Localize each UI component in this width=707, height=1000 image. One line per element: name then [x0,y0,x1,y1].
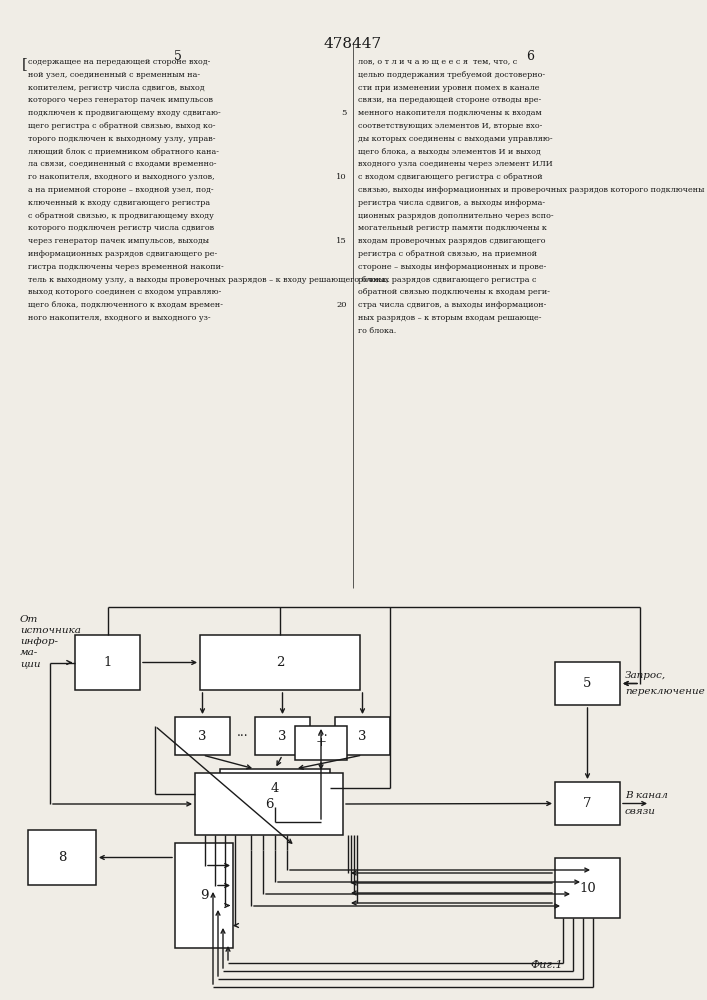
Text: 9: 9 [200,889,209,902]
Text: 5: 5 [174,50,182,63]
Text: 3: 3 [358,730,367,742]
Text: которого подключен регистр числа сдвигов: которого подключен регистр числа сдвигов [28,224,214,232]
Text: входного узла соединены через элемент ИЛИ: входного узла соединены через элемент ИЛ… [358,160,553,168]
Text: обратной связью подключены к входам реги-: обратной связью подключены к входам реги… [358,288,550,296]
Text: соответствующих элементов И, вторые вхо-: соответствующих элементов И, вторые вхо- [358,122,542,130]
Text: 478447: 478447 [324,37,382,51]
Bar [175,717,230,755]
Text: содержащее на передающей стороне вход-: содержащее на передающей стороне вход- [28,58,211,66]
Text: 20: 20 [337,301,347,309]
Text: Фиг.1: Фиг.1 [530,960,563,970]
Text: копителем, регистр числа сдвигов, выход: копителем, регистр числа сдвигов, выход [28,84,204,92]
Text: 2: 2 [276,656,284,669]
Text: щего блока, подключенного к входам времен-: щего блока, подключенного к входам време… [28,301,223,309]
Text: стра числа сдвигов, а выходы информацион-: стра числа сдвигов, а выходы информацион… [358,301,547,309]
Text: с входом сдвигающего регистра с обратной: с входом сдвигающего регистра с обратной [358,173,543,181]
Text: го блока.: го блока. [358,327,396,335]
Bar [295,726,347,760]
Bar [555,858,620,918]
Bar [255,717,310,755]
Text: лов, о т л и ч а ю щ е е с я  тем, что, с: лов, о т л и ч а ю щ е е с я тем, что, с [358,58,518,66]
Text: которого через генератор пачек импульсов: которого через генератор пачек импульсов [28,96,213,104]
Text: +: + [315,736,327,750]
Text: 5: 5 [583,677,592,690]
Text: 6: 6 [526,50,534,63]
Text: могательный регистр памяти подключены к: могательный регистр памяти подключены к [358,224,547,232]
Bar [220,769,330,807]
Bar [195,773,343,835]
Text: 5: 5 [341,109,347,117]
Text: регистра числа сдвигов, а выходы информа-: регистра числа сдвигов, а выходы информа… [358,199,545,207]
Text: 15: 15 [337,237,347,245]
Text: связи, на передающей стороне отводы вре-: связи, на передающей стороне отводы вре- [358,96,542,104]
Text: связи: связи [625,808,656,816]
Text: щего блока, а выходы элементов И и выход: щего блока, а выходы элементов И и выход [358,148,541,156]
Bar [335,717,390,755]
Text: ···: ··· [237,730,248,742]
Text: подключен к продвигающему входу сдвигаю-: подключен к продвигающему входу сдвигаю- [28,109,221,117]
Text: переключение: переключение [625,688,705,696]
Text: сти при изменении уровня помех в канале: сти при изменении уровня помех в канале [358,84,539,92]
Text: торого подключен к выходному узлу, управ-: торого подключен к выходному узлу, управ… [28,135,216,143]
Text: через генератор пачек импульсов, выходы: через генератор пачек импульсов, выходы [28,237,209,245]
Text: а на приемной стороне – входной узел, под-: а на приемной стороне – входной узел, по… [28,186,214,194]
Text: 3: 3 [198,730,206,742]
Text: В канал: В канал [625,790,668,800]
Text: 3: 3 [279,730,287,742]
Text: входам проверочных разрядов сдвигающего: входам проверочных разрядов сдвигающего [358,237,546,245]
Text: информационных разрядов сдвигающего ре-: информационных разрядов сдвигающего ре- [28,250,217,258]
Bar [555,782,620,825]
Bar [75,635,140,690]
Text: 8: 8 [58,851,66,864]
Text: 1: 1 [103,656,112,669]
Text: ной узел, соединенный с временным на-: ной узел, соединенный с временным на- [28,71,200,79]
Text: 10: 10 [337,173,347,181]
Text: ного накопителя, входного и выходного уз-: ного накопителя, входного и выходного уз… [28,314,211,322]
Bar [175,843,233,948]
Text: го накопителя, входного и выходного узлов,: го накопителя, входного и выходного узло… [28,173,215,181]
Text: ключенный к входу сдвигающего регистра: ключенный к входу сдвигающего регистра [28,199,210,207]
Text: менного накопителя подключены к входам: менного накопителя подключены к входам [358,109,542,117]
Text: ···: ··· [317,730,328,742]
Text: целью поддержания требуемой достоверно-: целью поддержания требуемой достоверно- [358,71,545,79]
Bar [28,830,96,885]
Text: ных разрядов – к вторым входам решающе-: ных разрядов – к вторым входам решающе- [358,314,542,322]
Text: связью, выходы информационных и проверочных разрядов которого подключены к входа: связью, выходы информационных и провероч… [358,186,707,194]
Bar [555,662,620,705]
Bar [200,635,360,690]
Text: 4: 4 [271,782,279,794]
Text: [: [ [22,57,28,71]
Text: 6: 6 [264,798,273,810]
Text: От
источника
инфор-
ма-
ции: От источника инфор- ма- ции [20,615,81,668]
Text: ционных разрядов дополнительно через вспо-: ционных разрядов дополнительно через всп… [358,212,554,220]
Text: 7: 7 [583,797,592,810]
Text: стороне – выходы информационных и прове-: стороне – выходы информационных и прове- [358,263,547,271]
Text: гистра подключены через временной накопи-: гистра подключены через временной накопи… [28,263,223,271]
Text: выход которого соединен с входом управляю-: выход которого соединен с входом управля… [28,288,221,296]
Text: тель к выходному узлу, а выходы проверочных разрядов – к входу решающего блока,: тель к выходному узлу, а выходы провероч… [28,276,389,284]
Text: Запрос,: Запрос, [625,670,666,680]
Text: щего регистра с обратной связью, выход ко-: щего регистра с обратной связью, выход к… [28,122,216,130]
Text: регистра с обратной связью, на приемной: регистра с обратной связью, на приемной [358,250,537,258]
Text: ляющий блок с приемником обратного кана-: ляющий блок с приемником обратного кана- [28,148,219,156]
Text: 10: 10 [579,882,596,894]
Text: рочных разрядов сдвигающего регистра с: рочных разрядов сдвигающего регистра с [358,276,537,284]
Text: ды которых соединены с выходами управляю-: ды которых соединены с выходами управляю… [358,135,553,143]
Text: с обратной связью, к продвигающему входу: с обратной связью, к продвигающему входу [28,212,214,220]
Text: ла связи, соединенный с входами временно-: ла связи, соединенный с входами временно… [28,160,216,168]
